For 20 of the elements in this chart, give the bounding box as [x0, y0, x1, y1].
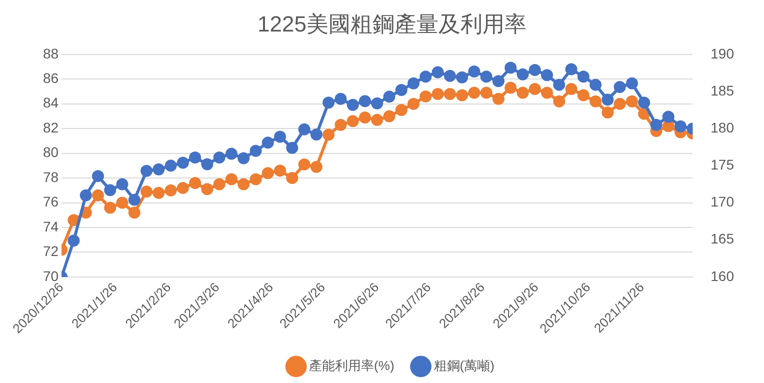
y-tick-label: 82 — [42, 119, 59, 136]
chart-title: 1225美國粗鋼產量及利用率 — [258, 11, 526, 36]
y-tick-label: 70 — [42, 268, 59, 284]
y2-tick-label: 170 — [710, 194, 734, 210]
y2-tick-label: 180 — [710, 119, 734, 136]
y-tick-label: 80 — [42, 144, 59, 160]
y-tick-label: 86 — [42, 70, 59, 86]
y2-tick-label: 160 — [710, 268, 734, 284]
y-tick-label: 72 — [42, 243, 59, 260]
y-tick-label: 84 — [42, 94, 59, 111]
y-tick-label: 88 — [42, 45, 59, 62]
legend-label: 粗鋼(萬噸) — [434, 358, 494, 374]
y2-tick-label: 165 — [710, 230, 734, 247]
y-tick-label: 78 — [42, 168, 59, 185]
y2-tick-label: 175 — [710, 156, 734, 173]
y2-tick-label: 190 — [710, 45, 734, 62]
y2-tick-label: 185 — [710, 82, 734, 98]
legend-label: 產能利用率(%) — [309, 358, 394, 374]
y-tick-label: 76 — [42, 194, 59, 210]
y-tick-label: 74 — [42, 218, 59, 234]
